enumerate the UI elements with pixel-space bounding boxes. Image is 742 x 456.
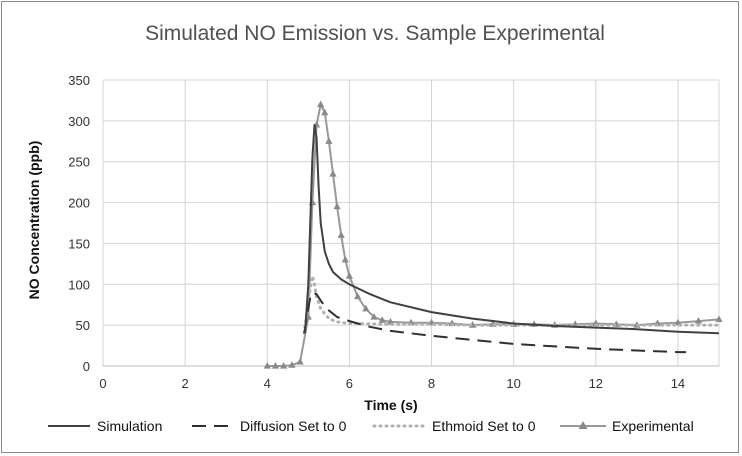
y-tick-label: 300: [68, 114, 90, 129]
legend: Simulation Diffusion Set to 0 Ethmoid Set …: [48, 418, 694, 434]
y-tick-labels: 0 50 100 150 200 250 300 350: [68, 73, 90, 374]
experimental-marker: [337, 231, 345, 238]
experimental-marker: [271, 362, 280, 369]
x-axis-label: Time (s): [364, 397, 417, 413]
y-tick-label: 200: [68, 196, 90, 211]
experimental-marker: [296, 357, 304, 365]
experimental-marker: [345, 272, 353, 279]
y-tick-label: 0: [83, 359, 90, 374]
experimental-marker: [317, 100, 325, 108]
y-tick-label: 350: [68, 73, 90, 88]
legend-marker-experimental: [578, 421, 588, 429]
x-tick-label: 2: [182, 376, 189, 391]
y-tick-label: 250: [68, 155, 90, 170]
experimental-marker: [362, 304, 370, 312]
legend-label-experimental: Experimental: [612, 418, 694, 434]
experimental-marker: [341, 255, 349, 263]
series-line-diffusion-set-to-0: [303, 291, 687, 354]
grid: [102, 79, 720, 367]
experimental-marker: [694, 317, 703, 324]
experimental-marker: [280, 362, 288, 369]
x-tick-label: 8: [428, 376, 435, 391]
y-tick-label: 100: [68, 277, 90, 292]
x-tick-label: 0: [99, 376, 106, 391]
x-tick-label: 10: [506, 376, 520, 391]
chart-title: Simulated NO Emission vs. Sample Experim…: [145, 22, 605, 45]
x-tick-label: 6: [346, 376, 353, 391]
legend-label-simulation: Simulation: [97, 418, 162, 434]
experimental-marker: [715, 315, 723, 323]
y-tick-label: 150: [68, 236, 90, 251]
series-group: [263, 100, 723, 369]
legend-label-ethmoid-set-to-0: Ethmoid Set to 0: [432, 418, 536, 434]
y-tick-label: 50: [76, 318, 90, 333]
legend-label-diffusion-set-to-0: Diffusion Set to 0: [240, 418, 347, 434]
y-axis-label: NO Concentration (ppb): [26, 141, 42, 300]
x-tick-labels: 0 2 4 6 8 10 12 14: [99, 376, 685, 391]
x-tick-label: 12: [589, 376, 603, 391]
experimental-marker: [321, 108, 329, 116]
experimental-marker: [329, 169, 337, 177]
x-tick-label: 4: [264, 376, 271, 391]
experimental-marker: [325, 137, 333, 144]
experimental-marker: [333, 202, 341, 210]
experimental-marker: [288, 361, 296, 368]
x-tick-label: 14: [671, 376, 685, 391]
series-line-ethmoid-set-to-0: [302, 274, 721, 335]
experimental-marker: [354, 292, 362, 300]
experimental-marker: [263, 362, 271, 369]
experimental-marker: [370, 312, 378, 320]
series-line-simulation: [304, 123, 720, 335]
experimental-marker: [378, 316, 386, 323]
